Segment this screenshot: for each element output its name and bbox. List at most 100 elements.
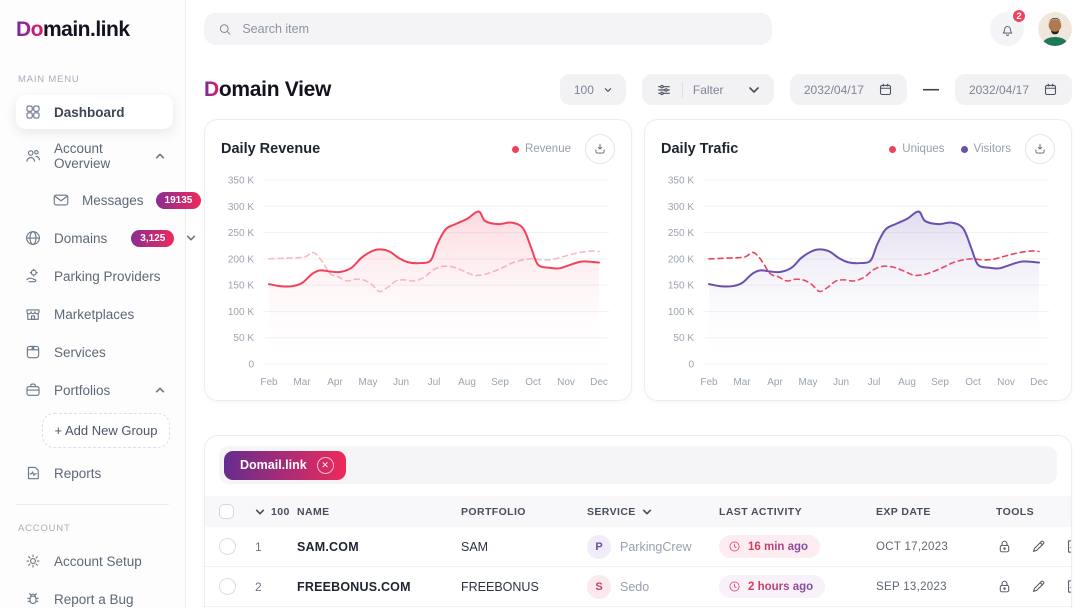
- users-icon: [26, 149, 40, 162]
- svg-text:0: 0: [688, 360, 694, 371]
- brand-logo[interactable]: Domain.link: [16, 18, 173, 42]
- file-plus-button[interactable]: [1064, 538, 1071, 555]
- svg-text:300 K: 300 K: [228, 202, 254, 213]
- calendar-icon: [879, 83, 891, 96]
- notifications-button[interactable]: 2: [990, 8, 1027, 46]
- sidebar-item-label: Marketplaces: [54, 306, 135, 322]
- column-header-tools[interactable]: TOOLS: [996, 505, 1034, 518]
- svg-text:250 K: 250 K: [228, 228, 254, 239]
- lock-icon: [999, 580, 1010, 593]
- svg-text:100 K: 100 K: [668, 307, 694, 318]
- edit-icon: [1033, 580, 1045, 592]
- service-avatar: S: [587, 574, 611, 599]
- sidebar-item-report-bug[interactable]: Report a Bug: [16, 582, 173, 608]
- mail-icon: [53, 194, 69, 206]
- svg-text:Dec: Dec: [590, 377, 608, 388]
- add-new-group-button[interactable]: + Add New Group: [42, 413, 170, 448]
- column-header-service[interactable]: SERVICE: [587, 506, 719, 518]
- sidebar-item-dashboard[interactable]: Dashboard: [16, 95, 173, 129]
- edit-button[interactable]: [1030, 538, 1047, 555]
- page-size-select[interactable]: 100: [559, 74, 626, 105]
- page-title-gradient: D: [204, 77, 219, 101]
- last-activity-text: 16 min ago: [748, 540, 809, 553]
- legend-dot: [889, 145, 897, 153]
- svg-text:Jul: Jul: [868, 377, 881, 388]
- remove-tag-icon[interactable]: ✕: [316, 456, 334, 474]
- domains-table-card: Domail.link ✕ 100 NAME PORTFOLIO SERVICE: [204, 435, 1072, 608]
- tools-cell: [996, 578, 1071, 595]
- page-header: Domain View 100 Falter 2032/04/17 —: [204, 74, 1072, 105]
- sidebar-item-label: Dashboard: [54, 104, 125, 120]
- legend-item: Visitors: [960, 143, 1011, 155]
- date-to-picker[interactable]: 2032/04/17: [954, 74, 1072, 105]
- sidebar-item-messages[interactable]: Messages 19135: [44, 183, 202, 217]
- table-row[interactable]: 2 FREEBONUS.COM FREEBONUS S Sedo 2 hours…: [205, 567, 1071, 607]
- topbar: 2: [204, 8, 1072, 46]
- download-icon: [1035, 143, 1045, 154]
- sidebar-item-account-overview[interactable]: Account Overview: [16, 133, 173, 179]
- svg-text:Mar: Mar: [293, 377, 311, 388]
- calendar-icon: [1044, 83, 1057, 96]
- svg-text:Feb: Feb: [700, 377, 718, 388]
- domain-name: SAM.COM: [297, 539, 359, 554]
- search-input[interactable]: [242, 22, 758, 36]
- column-header-exp-date[interactable]: EXP DATE: [876, 505, 931, 518]
- daily-revenue-card: Daily Revenue Revenue 350 K 300 K 250 K 200…: [204, 119, 632, 401]
- sidebar-item-label: Report a Bug: [54, 591, 134, 607]
- file-plus-button[interactable]: [1064, 578, 1071, 595]
- service-cell: P ParkingCrew: [587, 534, 719, 559]
- service-cell: S Sedo: [587, 574, 719, 599]
- lock-button[interactable]: [996, 578, 1013, 595]
- search-bar[interactable]: [204, 13, 772, 45]
- legend-item: Uniques: [889, 143, 945, 155]
- sidebar-item-label: Account Setup: [54, 553, 142, 569]
- sidebar-item-parking-providers[interactable]: Parking Providers: [16, 259, 173, 293]
- column-header-name[interactable]: NAME: [297, 505, 330, 518]
- sidebar-item-domains[interactable]: Domains 3,125: [16, 221, 196, 255]
- daily-revenue-chart: 350 K 300 K 250 K 200 K 150 K 100 K 50 K 0 Feb Ma…: [221, 170, 615, 392]
- svg-text:Oct: Oct: [965, 377, 981, 388]
- sidebar-item-portfolios[interactable]: Portfolios: [16, 373, 173, 407]
- sidebar: Domain.link MAIN MENU Dashboard Account …: [0, 0, 202, 608]
- filter-dropdown[interactable]: Falter: [641, 74, 774, 105]
- column-header-last-activity[interactable]: LAST ACTIVITY: [719, 505, 802, 518]
- domain-name: FREEBONUS.COM: [297, 579, 411, 594]
- edit-button[interactable]: [1030, 578, 1047, 595]
- sidebar-item-marketplaces[interactable]: Marketplaces: [16, 297, 173, 331]
- download-chart-button[interactable]: [585, 134, 615, 164]
- tools-cell: [996, 538, 1071, 555]
- portfolio-name: FREEBONUS: [461, 579, 539, 594]
- last-activity-text: 2 hours ago: [748, 580, 814, 593]
- column-header: SERVICE: [587, 505, 636, 518]
- chevron-down-icon: [604, 87, 612, 92]
- lock-button[interactable]: [996, 538, 1013, 555]
- notification-count-badge: 2: [1011, 8, 1027, 24]
- svg-text:250 K: 250 K: [668, 228, 694, 239]
- count-sort-header[interactable]: 100: [255, 506, 297, 518]
- chevron-down-icon: [187, 235, 196, 241]
- sidebar-item-services[interactable]: Services: [16, 335, 173, 369]
- row-checkbox[interactable]: [219, 578, 236, 595]
- date-from-picker[interactable]: 2032/04/17: [789, 74, 907, 105]
- table-header-row: 100 NAME PORTFOLIO SERVICE LAST ACTIVITY…: [205, 496, 1071, 527]
- download-chart-button[interactable]: [1025, 134, 1055, 164]
- svg-text:Aug: Aug: [898, 377, 916, 388]
- last-activity-badge: 2 hours ago: [719, 575, 826, 598]
- column-header-portfolio[interactable]: PORTFOLIO: [461, 505, 526, 518]
- svg-text:300 K: 300 K: [668, 202, 694, 213]
- sidebar-item-label: Domains: [54, 230, 108, 246]
- svg-text:May: May: [799, 377, 818, 388]
- svg-text:150 K: 150 K: [668, 281, 694, 292]
- svg-text:May: May: [359, 377, 378, 388]
- filter-tag-pill[interactable]: Domail.link ✕: [224, 450, 346, 480]
- svg-text:200 K: 200 K: [668, 254, 694, 265]
- svg-text:350 K: 350 K: [668, 176, 694, 187]
- row-checkbox[interactable]: [219, 538, 236, 555]
- sidebar-item-account-setup[interactable]: Account Setup: [16, 544, 173, 578]
- avatar-image: [1038, 12, 1072, 46]
- sidebar-item-reports[interactable]: Reports: [16, 456, 173, 490]
- user-avatar[interactable]: [1038, 12, 1072, 46]
- chevron-down-icon: [749, 86, 759, 93]
- select-all-checkbox[interactable]: [219, 504, 234, 519]
- table-row[interactable]: 1 SAM.COM SAM P ParkingCrew 16 min ago O…: [205, 527, 1071, 567]
